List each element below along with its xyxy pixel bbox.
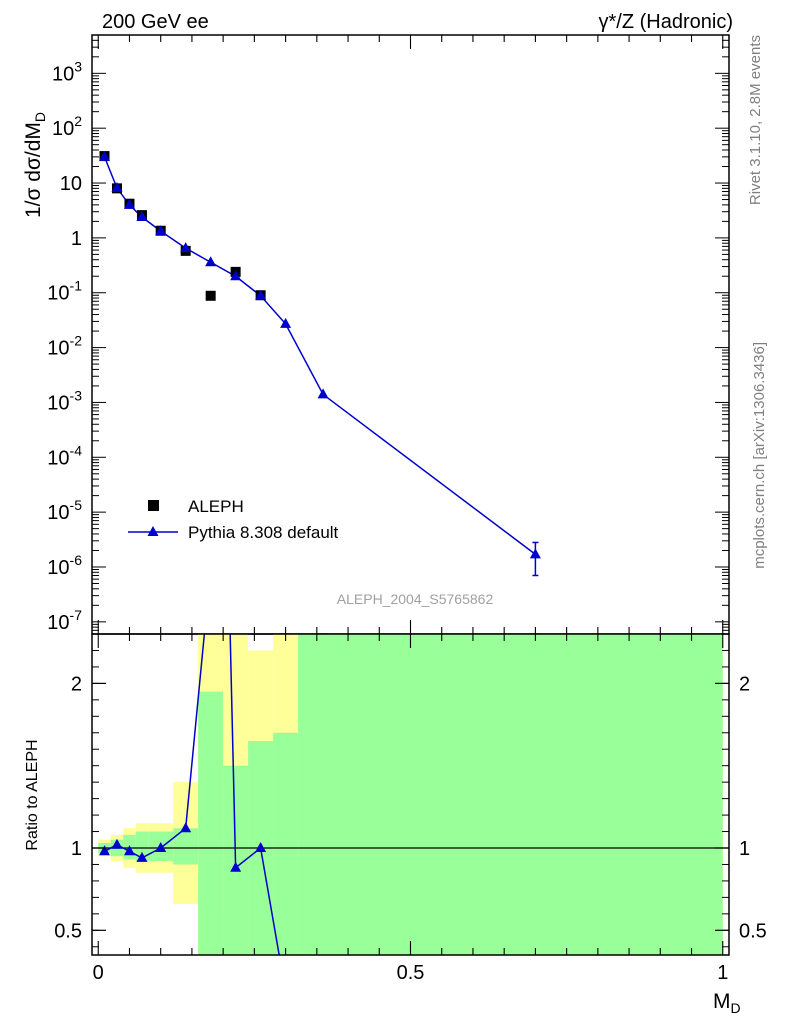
analysis-watermark: ALEPH_2004_S5765862: [337, 591, 494, 607]
pythia-marker: [529, 548, 541, 559]
pythia-marker: [123, 198, 135, 209]
ratio-y-tick-label: 2: [71, 673, 82, 695]
pythia-marker: [180, 242, 192, 253]
pythia-marker: [205, 256, 217, 267]
pythia-marker: [111, 182, 123, 193]
main-y-tick-label: 10-1: [47, 278, 82, 305]
x-axis-title-text: MD: [713, 990, 741, 1016]
x-tick-label: 0: [93, 962, 104, 984]
pythia-marker: [255, 289, 267, 300]
header-left-label: 200 GeV ee: [102, 11, 209, 33]
ratio-y-tick-label-right: 1: [739, 838, 750, 860]
main-y-tick-label: 10-6: [47, 552, 82, 579]
ratio-pythia-marker: [98, 845, 110, 856]
pythia-marker: [136, 211, 148, 222]
y-axis-title-main-text: 1/σ dσ/dMD: [22, 112, 48, 218]
main-y-tick-label: 102: [52, 113, 82, 140]
ratio-curve-group: [98, 634, 280, 955]
pythia-marker: [317, 388, 329, 399]
mcplots-label: mcplots.cern.ch [arXiv:1306.3436]: [751, 342, 768, 569]
main-y-tick-label: 10-2: [47, 333, 82, 360]
legend-aleph-marker: [148, 500, 159, 511]
green-uncertainty-band: [273, 732, 299, 955]
green-uncertainty-band: [298, 634, 723, 955]
x-tick-label: 0.5: [397, 962, 425, 984]
y-axis-title-ratio: Ratio to ALEPH: [24, 739, 41, 850]
main-data-group: [98, 150, 541, 634]
ratio-y-tick-label: 1: [71, 838, 82, 860]
pythia-marker: [98, 150, 110, 161]
ratio-pythia-marker: [111, 838, 123, 849]
y-axis-title-main: 1/σ dσ/dMD: [22, 112, 48, 218]
main-y-tick-label: 10-4: [47, 442, 82, 469]
x-tick-label: 1: [717, 962, 728, 984]
ratio-y-tick-label: 0.5: [54, 920, 82, 942]
legend-pythia-marker: [147, 526, 159, 536]
legend: ALEPH Pythia 8.308 default: [128, 497, 339, 542]
main-y-tick-label: 1: [71, 228, 82, 250]
legend-pythia-label: Pythia 8.308 default: [188, 523, 339, 542]
ratio-pythia-marker: [180, 822, 192, 833]
pythia-line: [103, 156, 536, 555]
pythia-marker: [280, 317, 292, 328]
ratio-pythia-marker: [230, 861, 242, 872]
x-axis-title: MD: [713, 990, 741, 1016]
ratio-pythia-marker: [136, 851, 148, 862]
ratio-bands: [98, 634, 723, 955]
main-y-tick-label: 10-7: [47, 607, 82, 634]
aleph-point: [205, 290, 216, 301]
ratio-pythia-marker: [255, 842, 267, 852]
ratio-y-tick-label-right: 2: [739, 673, 750, 695]
main-y-tick-label: 10-3: [47, 387, 82, 414]
rivet-version-label: Rivet 3.1.10, 2.8M events: [747, 35, 764, 205]
green-uncertainty-band: [135, 831, 149, 862]
ratio-panel: 0.5 0.5 1 1 2 2 0 0.5 1: [54, 633, 767, 984]
ratio-pythia-marker: [123, 845, 135, 856]
main-y-tick-label: 103: [52, 58, 82, 85]
pythia-marker: [155, 225, 167, 236]
green-uncertainty-band: [173, 828, 199, 865]
ratio-pythia-marker: [155, 842, 167, 852]
main-y-tick-label: 10: [60, 173, 82, 195]
ratio-y-tick-label-right: 0.5: [739, 920, 767, 942]
pythia-marker: [230, 270, 242, 281]
main-y-tick-label: 10-5: [47, 497, 82, 524]
header-right-label: γ*/Z (Hadronic): [599, 11, 733, 33]
legend-aleph-label: ALEPH: [188, 497, 244, 516]
main-frame: [91, 34, 730, 635]
main-panel: 10-7 10-6 10-5 10-4 10-3 10-2 10-1 1 10 102 103 ALE…: [47, 34, 730, 635]
green-uncertainty-band: [198, 691, 224, 955]
